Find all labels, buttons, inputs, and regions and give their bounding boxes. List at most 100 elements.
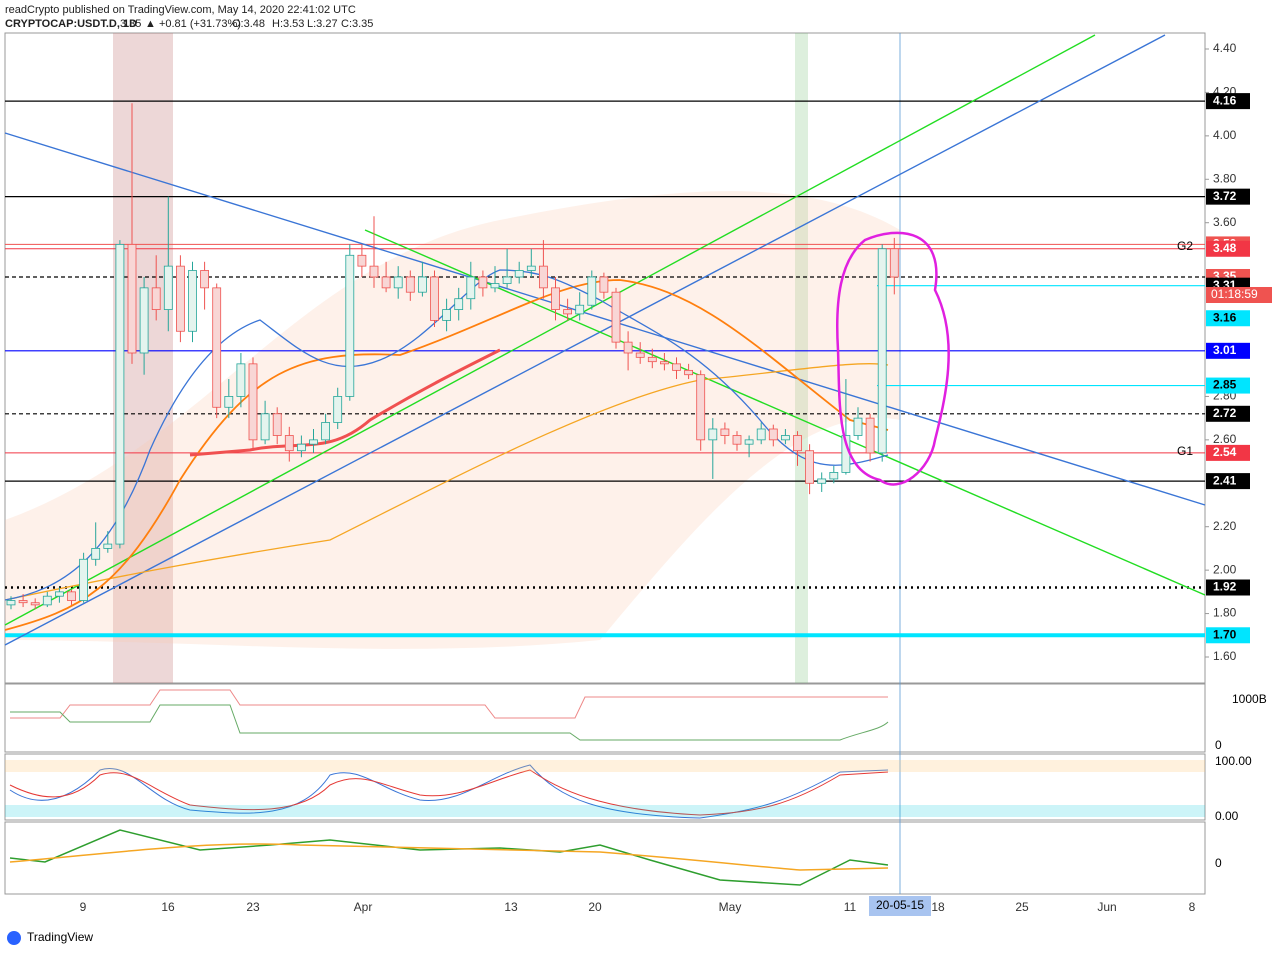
levels	[5, 100, 1205, 638]
logo	[7, 931, 21, 945]
trend-line	[364, 229, 1206, 596]
y-tick-label: 1.60	[1213, 649, 1237, 663]
candle-body	[647, 356, 657, 363]
y-tick-label: 2.60	[1213, 432, 1237, 446]
candle-body	[490, 283, 500, 289]
candle-body	[599, 276, 609, 293]
candle-body	[502, 276, 512, 284]
candle-body	[732, 435, 742, 445]
candle-body	[236, 363, 246, 397]
ma-fast	[4, 279, 889, 631]
candle-body	[889, 248, 899, 278]
price-label: 3.48	[1213, 241, 1237, 255]
annotation: G1	[1177, 444, 1193, 458]
candle-body	[877, 248, 887, 454]
candle-body	[635, 352, 645, 358]
price-label: 2.85	[1213, 378, 1237, 392]
price-label: 3.01	[1213, 343, 1237, 357]
candle-body	[417, 276, 427, 293]
y-tick-label: 2.00	[1213, 562, 1237, 576]
price-label: 1.70	[1213, 627, 1237, 641]
pane-label: 100.00	[1215, 754, 1252, 768]
volume-pane	[4, 683, 1206, 753]
price-label-box	[1206, 342, 1250, 359]
momentum-pane	[4, 821, 1206, 895]
price-label-box	[1206, 405, 1250, 422]
countdown-box	[1206, 286, 1272, 303]
candle-body	[200, 270, 210, 289]
trend-line	[4, 34, 1166, 646]
price-label: 2.72	[1213, 406, 1237, 420]
candle-body	[660, 361, 669, 365]
candle-body	[260, 413, 270, 441]
candle-body	[79, 558, 88, 601]
price-label-box	[1206, 627, 1250, 644]
candle-body	[768, 428, 778, 441]
y-tick-label: 3.80	[1213, 171, 1237, 185]
candle-body	[381, 276, 391, 289]
candle-body	[829, 472, 839, 480]
x-tick-label: 13	[504, 900, 518, 914]
candle-body	[781, 435, 790, 441]
price-label-box	[1206, 310, 1250, 327]
candle-body	[272, 413, 282, 436]
candle-body	[539, 265, 548, 289]
price-label: 4.16	[1213, 93, 1237, 107]
y-tick-label: 1.80	[1213, 606, 1237, 620]
trend-lines	[4, 34, 1206, 646]
candle-body	[793, 435, 802, 452]
trend-line	[4, 34, 1096, 626]
x-tick-label: 16	[161, 900, 175, 914]
pane-label: 1000B	[1232, 692, 1267, 706]
price-label: 2.41	[1213, 473, 1237, 487]
candle-body	[587, 276, 597, 306]
candle-body	[708, 428, 718, 441]
candle-body	[91, 548, 101, 560]
price-label-box	[1206, 240, 1250, 257]
y-tick-label: 4.00	[1213, 128, 1237, 142]
annotation: G2	[1177, 239, 1193, 253]
candle-body	[369, 265, 379, 278]
candle-body	[611, 291, 621, 343]
price-label: 1.92	[1213, 580, 1237, 594]
candle-body	[55, 591, 64, 597]
moving-averages	[4, 269, 889, 631]
candle-body	[865, 417, 875, 454]
candle-body	[430, 276, 439, 321]
momentum	[9, 829, 889, 886]
candle-body	[224, 396, 234, 408]
candle-body	[127, 244, 137, 354]
y-tick-label: 4.40	[1213, 41, 1237, 55]
countdown: 01:18:59	[1211, 287, 1258, 301]
candle-body	[623, 341, 633, 354]
x-tick-label: 8	[1189, 900, 1196, 914]
cloud	[5, 191, 900, 649]
candle-body	[805, 450, 814, 484]
pane-label: 0	[1215, 738, 1222, 752]
candle-body	[284, 435, 294, 452]
candle-body	[6, 600, 16, 606]
close: C:3.35	[341, 18, 373, 30]
x-tick-label: 18	[931, 900, 945, 914]
change: ▲ +0.81 (+31.73%)	[145, 18, 241, 30]
price-label-box	[1206, 93, 1250, 110]
candle-body	[563, 309, 572, 315]
footer: TradingView	[27, 930, 93, 944]
author-line: readCrypto published on TradingView.com,…	[5, 4, 356, 16]
price-label: 3.72	[1213, 189, 1237, 203]
candle-body	[151, 287, 161, 310]
candle-body	[296, 443, 306, 452]
candle-body	[696, 374, 706, 441]
candle-body	[526, 265, 536, 271]
candle-body	[744, 439, 754, 445]
candle-body	[42, 595, 52, 606]
pane-label: 0	[1215, 856, 1222, 870]
price-label-box	[1206, 444, 1250, 461]
candle-body	[551, 287, 560, 310]
open: O:3.48	[232, 18, 265, 30]
highlight-ellipse	[835, 231, 950, 486]
x-tick-label: 20	[588, 900, 602, 914]
candle-body	[333, 396, 343, 423]
symbol: CRYPTOCAP:USDT.D, 1D	[5, 18, 137, 30]
